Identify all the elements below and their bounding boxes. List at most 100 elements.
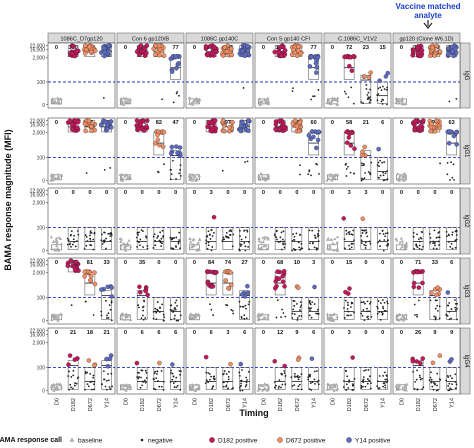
negative-point xyxy=(386,300,389,303)
baseline-point xyxy=(266,237,270,241)
positive-point xyxy=(342,54,347,60)
positive-point xyxy=(109,294,115,299)
negative-point xyxy=(438,244,440,246)
negative-point xyxy=(451,233,454,236)
facet-panel xyxy=(116,257,185,325)
box xyxy=(170,367,181,390)
negative-point xyxy=(428,379,431,382)
positive-point xyxy=(134,49,140,54)
negative-point xyxy=(345,162,347,165)
negative-point xyxy=(231,309,234,312)
negative-point xyxy=(435,236,438,239)
y-tick-label: 100 xyxy=(37,366,46,372)
positive-point xyxy=(220,53,226,58)
negative-point xyxy=(454,308,457,311)
negative-point xyxy=(176,91,179,93)
negative-point xyxy=(244,385,247,388)
baseline-point xyxy=(122,103,126,106)
negative-point xyxy=(310,316,313,319)
negative-point xyxy=(245,376,248,379)
positive-point xyxy=(153,141,158,146)
response-rate-label: 6 xyxy=(450,260,453,266)
negative-point xyxy=(451,231,454,234)
baseline-point xyxy=(398,173,403,177)
positive-point xyxy=(174,66,179,71)
negative-point xyxy=(173,386,176,388)
baseline-point xyxy=(49,178,53,182)
positive-point xyxy=(273,122,279,127)
x-tick-label: Y14 xyxy=(312,398,318,408)
negative-point xyxy=(382,307,385,310)
baseline-point xyxy=(259,383,263,387)
response-rate-label: 0 xyxy=(400,120,403,126)
negative-point xyxy=(454,302,457,305)
positive-point xyxy=(411,280,417,286)
baseline-point xyxy=(125,315,129,319)
negative-point xyxy=(317,308,319,311)
negative-point xyxy=(445,230,448,233)
response-rate-label: 0 xyxy=(262,45,265,51)
response-rate-label: 0 xyxy=(124,45,127,51)
negative-point xyxy=(309,382,312,384)
positive-point xyxy=(278,44,284,50)
negative-point xyxy=(207,372,210,374)
negative-point xyxy=(310,389,313,391)
negative-point xyxy=(345,383,348,386)
negative-point xyxy=(222,236,225,239)
negative-point xyxy=(344,299,347,302)
box xyxy=(101,290,112,320)
response-rate-label: 27 xyxy=(242,260,248,266)
negative-point xyxy=(379,86,382,89)
y-tick-label: 16,000 xyxy=(30,48,46,54)
negative-point xyxy=(75,240,78,242)
negative-point xyxy=(158,239,161,242)
negative-point xyxy=(343,317,346,319)
response-rate-label: 60 xyxy=(311,120,317,126)
positive-point xyxy=(82,121,88,127)
negative-point xyxy=(352,388,355,391)
baseline-point xyxy=(401,102,405,106)
negative-point xyxy=(109,388,112,390)
negative-point xyxy=(430,378,433,381)
positive-point xyxy=(296,285,301,291)
y-tick-label: 2,000 xyxy=(32,271,45,277)
baseline-point xyxy=(51,100,55,104)
box xyxy=(446,227,457,250)
negative-point xyxy=(293,384,296,387)
negative-point xyxy=(376,99,379,102)
negative-point xyxy=(385,88,388,91)
response-rate-label: 0 xyxy=(433,190,436,196)
negative-point xyxy=(213,375,216,378)
negative-point xyxy=(172,101,175,104)
positive-point xyxy=(67,353,73,358)
positive-point xyxy=(213,270,219,275)
positive-point xyxy=(104,122,110,128)
negative-point xyxy=(222,238,224,241)
negative-point xyxy=(179,373,181,376)
negative-point xyxy=(92,248,95,251)
response-rate-label: 0 xyxy=(312,190,315,196)
positive-point xyxy=(105,126,110,132)
response-rate-label: 0 xyxy=(331,120,334,126)
negative-point xyxy=(293,300,296,302)
negative-point xyxy=(313,303,316,305)
positive-point xyxy=(176,61,181,66)
negative-point xyxy=(175,386,178,389)
positive-point xyxy=(175,150,180,156)
positive-point xyxy=(416,285,422,290)
positive-point xyxy=(430,360,436,366)
negative-point xyxy=(300,304,303,307)
positive-point xyxy=(72,357,78,362)
baseline-point xyxy=(264,98,268,102)
response-rate-label: 97 xyxy=(225,120,231,126)
response-rate-label: 0 xyxy=(55,260,58,266)
response-rate-label: 0 xyxy=(400,330,403,336)
response-rate-label: 21 xyxy=(104,330,110,336)
negative-point xyxy=(274,234,276,237)
negative-point xyxy=(313,246,316,249)
negative-point xyxy=(239,245,242,247)
legend-marker xyxy=(69,437,75,442)
negative-point xyxy=(421,248,423,251)
negative-point xyxy=(92,238,95,241)
baseline-point xyxy=(404,316,409,320)
